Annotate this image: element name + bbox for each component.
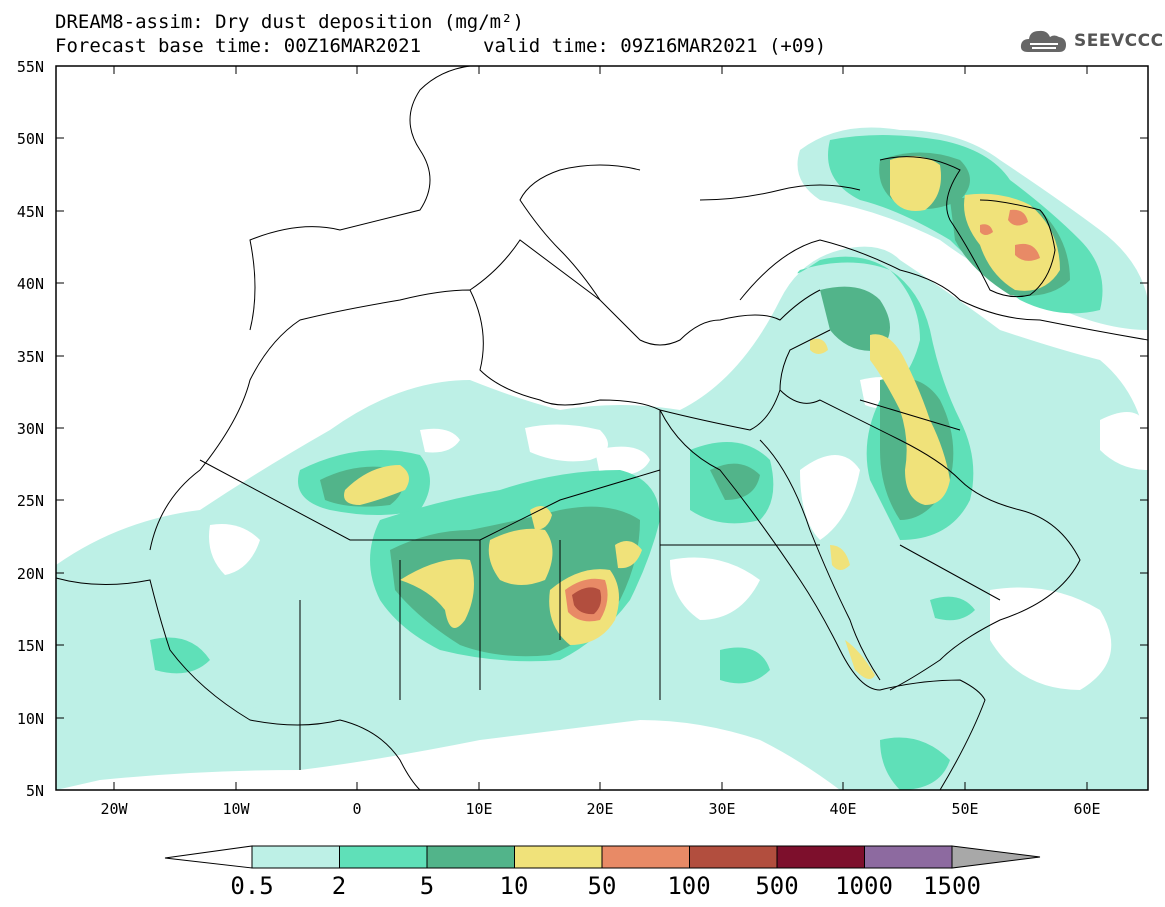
lat-label-5n: 5N (25, 782, 44, 800)
axis-ticks (56, 66, 1148, 790)
lat-label-50n: 50N (16, 130, 44, 148)
colorbar-label-1000: 1000 (835, 872, 893, 900)
lat-label-40n: 40N (16, 275, 44, 293)
lon-label-0: 0 (352, 800, 362, 818)
lon-label-10w: 10W (222, 800, 250, 818)
map-title: DREAM8-assim: Dry dust deposition (mg/m²… (55, 11, 524, 33)
colorbar-box-10-50 (514, 845, 603, 869)
colorbar-box-0.5-2 (251, 845, 340, 869)
lat-label-35n: 35N (16, 348, 44, 366)
seevccc-logo: SEEVCCC (1018, 26, 1164, 56)
colorbar-label-10: 10 (499, 872, 529, 900)
cloud-icon (1020, 30, 1066, 52)
lon-label-40e: 40E (829, 800, 857, 818)
colorbar-box-5-10 (426, 845, 515, 869)
colorbar-label-50: 50 (587, 872, 617, 900)
lat-label-10n: 10N (16, 710, 44, 728)
colorbar-box-1000-1500 (864, 845, 953, 869)
colorbar-label-0.5: 0.5 (230, 872, 274, 900)
lat-label-55n: 55N (16, 58, 44, 76)
colorbar-box-100-500 (689, 845, 778, 869)
lon-label-30e: 30E (708, 800, 736, 818)
colorbar-under-arrow (164, 845, 253, 869)
lon-label-10e: 10E (465, 800, 493, 818)
lat-label-45n: 45N (16, 203, 44, 221)
logo-text: SEEVCCC (1074, 31, 1164, 51)
colorbar-box-500-1000 (776, 845, 865, 869)
coastlines-borders (55, 65, 1149, 791)
colorbar-label-5: 5 (419, 872, 435, 900)
lat-label-30n: 30N (16, 420, 44, 438)
colorbar-box-2-5 (339, 845, 428, 869)
lat-label-25n: 25N (16, 492, 44, 510)
lat-label-15n: 15N (16, 637, 44, 655)
colorbar-label-500: 500 (755, 872, 799, 900)
colorbar (164, 845, 1041, 869)
colorbar-label-1500: 1500 (923, 872, 981, 900)
lon-label-20w: 20W (100, 800, 128, 818)
colorbar-label-2: 2 (331, 872, 347, 900)
lon-label-50e: 50E (951, 800, 979, 818)
lon-label-60e: 60E (1073, 800, 1101, 818)
valid-time: valid time: 09Z16MAR2021 (+09) (483, 35, 827, 57)
colorbar-label-100: 100 (667, 872, 711, 900)
forecast-base-time: Forecast base time: 00Z16MAR2021 (55, 35, 422, 57)
dust-level-100-500 (572, 587, 602, 615)
lon-label-20e: 20E (586, 800, 614, 818)
lat-label-20n: 20N (16, 565, 44, 583)
colorbar-box-50-100 (601, 845, 690, 869)
colorbar-over-arrow (951, 845, 1041, 869)
